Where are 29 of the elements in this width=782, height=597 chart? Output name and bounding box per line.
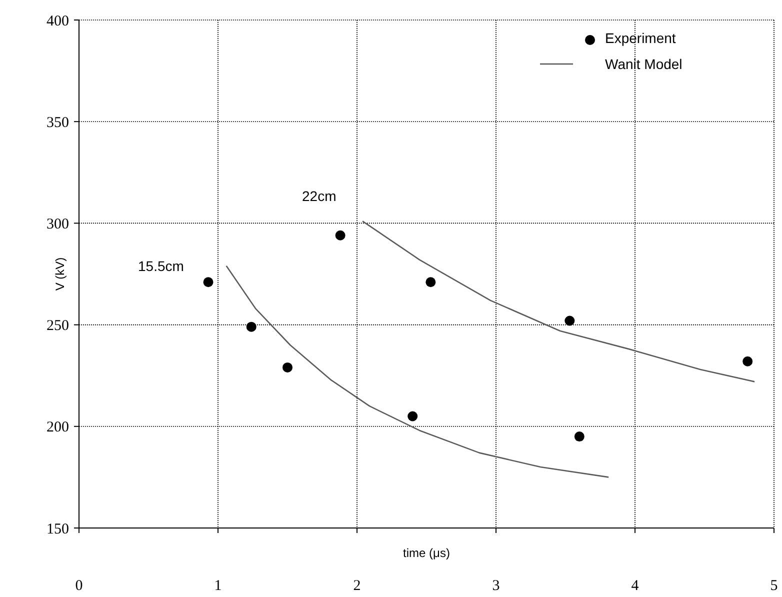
x-tick-label: 2 (353, 578, 361, 594)
x-tick-label: 4 (631, 578, 640, 594)
annotation: 15.5cm (138, 258, 184, 274)
point (408, 411, 418, 422)
y-tick-label: 250 (46, 318, 69, 334)
point (742, 356, 753, 366)
point (335, 230, 346, 240)
line-series (226, 265, 610, 478)
y-tick-label: 400 (46, 13, 69, 30)
annotation: 22cm (302, 188, 336, 204)
y-tick-label: 300 (46, 216, 69, 232)
point (426, 277, 436, 288)
y-tick-label: 350 (46, 114, 69, 131)
x-tick-label: 1 (214, 578, 222, 594)
x-tick-label: 3 (492, 578, 500, 594)
y-axis-title: V (kV) (53, 257, 67, 291)
legend-label: Wanit Model (605, 56, 682, 72)
x-axis-title: time (μs) (403, 546, 450, 560)
legend-label: Experiment (605, 30, 676, 46)
x-tick-label: 0 (75, 578, 83, 594)
line-series (362, 220, 756, 382)
point (574, 432, 584, 442)
point (282, 362, 292, 372)
point (564, 316, 575, 326)
y-tick-label: 150 (46, 521, 69, 538)
point (203, 277, 214, 288)
point (246, 322, 256, 332)
x-tick-label: 5 (770, 578, 778, 594)
y-tick-label: 200 (46, 420, 69, 436)
